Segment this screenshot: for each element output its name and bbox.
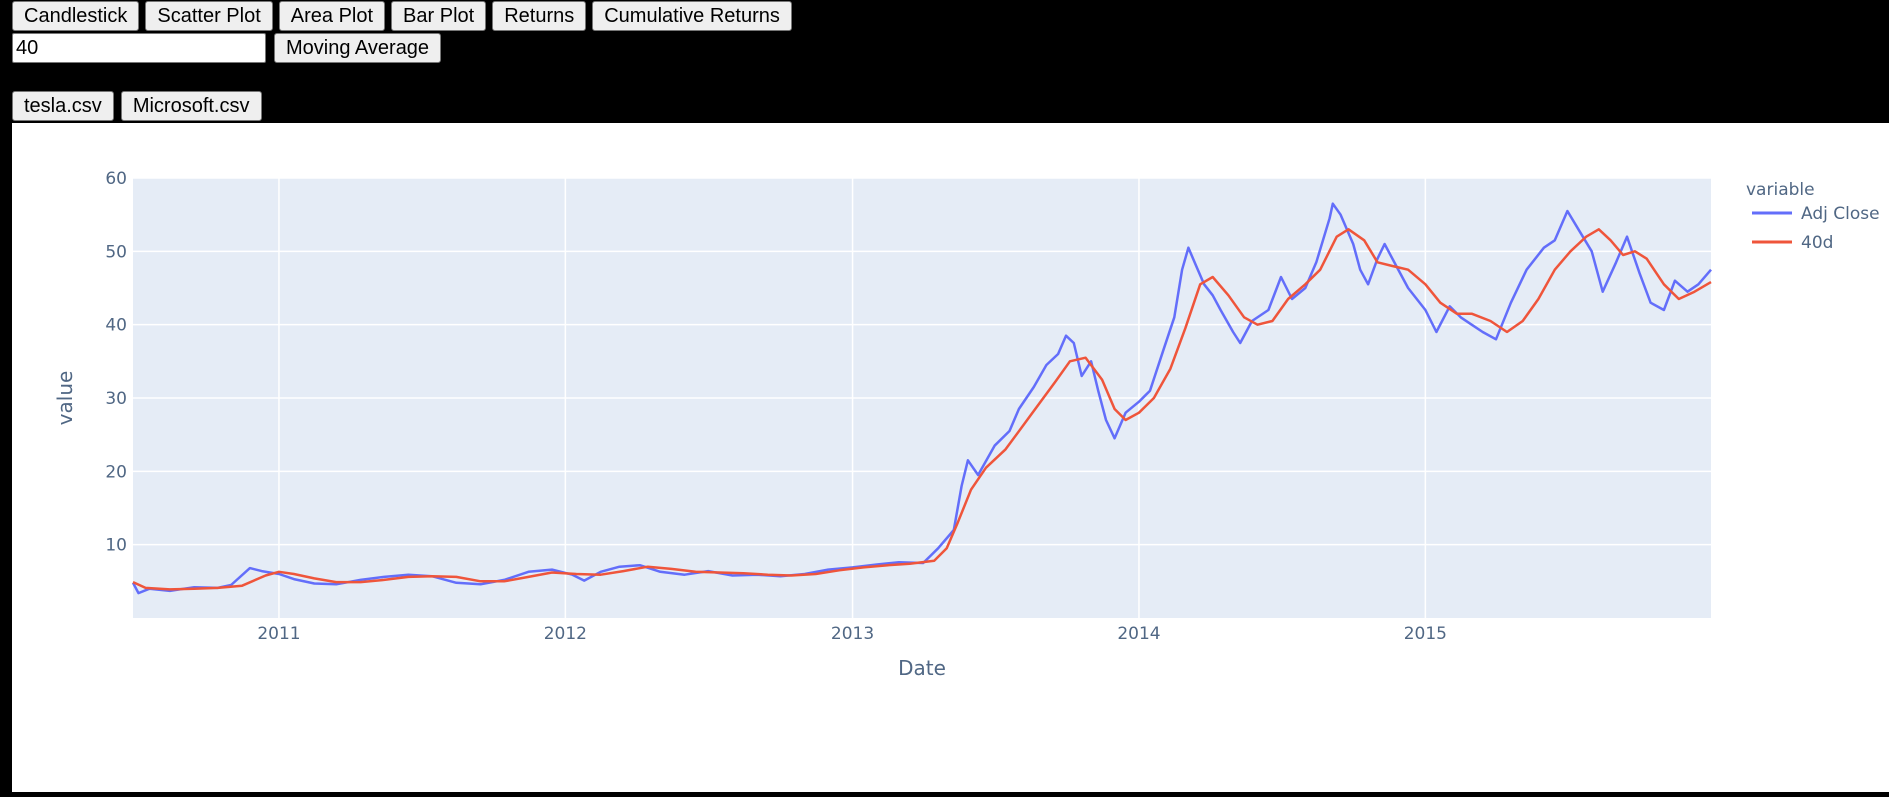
bar-plot-button[interactable]: Bar Plot [391,1,487,31]
chart-container: 10 20 30 40 50 60 2011 2012 2013 2014 2015 Date v… [12,123,1889,792]
cumulative-returns-button[interactable]: Cumulative Returns [592,1,792,31]
series-line-40d[interactable] [132,228,1712,591]
legend[interactable]: variable Adj Close 40d [1746,180,1880,253]
moving-average-row: Moving Average [12,33,442,63]
scatter-plot-button[interactable]: Scatter Plot [145,1,273,31]
legend-label-40d: 40d [1801,233,1833,253]
line-chart[interactable]: 10 20 30 40 50 60 2011 2012 2013 2014 2015 Date v… [12,123,1889,792]
legend-label-adj-close: Adj Close [1801,204,1880,224]
y-tick-label: 40 [105,316,127,336]
microsoft-csv-button[interactable]: Microsoft.csv [120,91,262,121]
moving-average-button[interactable]: Moving Average [274,33,442,63]
x-tick-label: 2015 [1404,624,1447,644]
y-tick-label: 50 [105,242,127,262]
chart-type-toolbar: Candlestick Scatter Plot Area Plot Bar P… [12,1,792,31]
y-axis-ticks: 10 20 30 40 50 60 [105,169,127,556]
x-axis-ticks: 2011 2012 2013 2014 2015 [257,624,1447,644]
y-tick-label: 10 [105,536,127,556]
moving-average-window-input[interactable] [12,33,266,63]
series-line-adj-close[interactable] [131,202,1712,595]
returns-button[interactable]: Returns [492,1,587,31]
area-plot-button[interactable]: Area Plot [278,1,386,31]
x-tick-label: 2011 [257,624,300,644]
file-selector: tesla.csv Microsoft.csv [12,91,262,121]
tesla-csv-button[interactable]: tesla.csv [12,91,114,121]
y-tick-label: 60 [105,169,127,189]
y-tick-label: 30 [105,389,127,409]
y-tick-label: 20 [105,462,127,482]
x-tick-label: 2013 [831,624,874,644]
x-axis-title: Date [898,656,946,680]
series-layer [131,202,1712,595]
legend-title: variable [1746,180,1815,200]
x-tick-label: 2014 [1117,624,1160,644]
candlestick-button[interactable]: Candlestick [12,1,140,31]
x-tick-label: 2012 [544,624,587,644]
y-axis-title: value [53,371,77,426]
gridlines [133,177,1711,618]
